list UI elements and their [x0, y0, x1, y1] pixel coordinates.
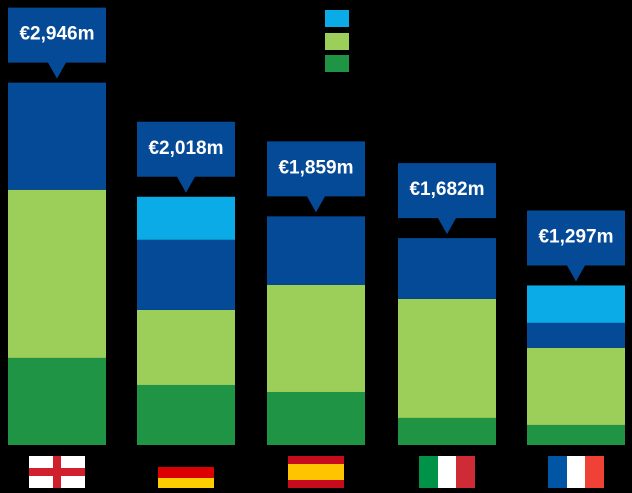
bar-segment	[527, 285, 625, 323]
flag	[456, 456, 475, 488]
bar-segment	[527, 424, 625, 445]
bar-segment	[398, 417, 496, 445]
legend-swatch	[325, 55, 349, 72]
bar-segment	[137, 239, 235, 310]
callout	[398, 163, 496, 235]
bar-segment	[267, 216, 365, 285]
bar-segment	[398, 298, 496, 418]
flag	[548, 456, 567, 488]
bar-segment	[137, 309, 235, 385]
flag	[585, 456, 604, 488]
callout	[137, 121, 235, 193]
flag	[567, 456, 585, 488]
flag	[419, 456, 438, 488]
bar-segment	[137, 384, 235, 445]
flag	[158, 478, 214, 488]
legend-swatch	[325, 10, 349, 27]
total-label: €1,859m	[278, 157, 353, 178]
callout	[8, 7, 106, 79]
legend-swatch	[325, 33, 349, 50]
total-label: €2,018m	[148, 138, 223, 159]
flag	[288, 456, 344, 464]
bar-segment	[8, 82, 106, 190]
bar-segment	[137, 196, 235, 240]
flag	[288, 480, 344, 488]
flag	[158, 467, 214, 478]
total-label: €2,946m	[19, 24, 94, 45]
bar-segment	[398, 238, 496, 299]
bar-segment	[267, 391, 365, 445]
flag	[158, 456, 214, 467]
callout	[527, 210, 625, 282]
bar-segment	[8, 189, 106, 358]
bar-segment	[267, 284, 365, 392]
bar-segment	[527, 347, 625, 425]
legend	[325, 10, 349, 72]
bar-segment	[527, 322, 625, 348]
bar-segment	[8, 357, 106, 445]
total-label: €1,682m	[409, 179, 484, 200]
total-label: €1,297m	[538, 226, 613, 247]
callout	[267, 141, 365, 213]
flag	[288, 464, 344, 480]
flag	[29, 468, 85, 476]
flag	[438, 456, 456, 488]
